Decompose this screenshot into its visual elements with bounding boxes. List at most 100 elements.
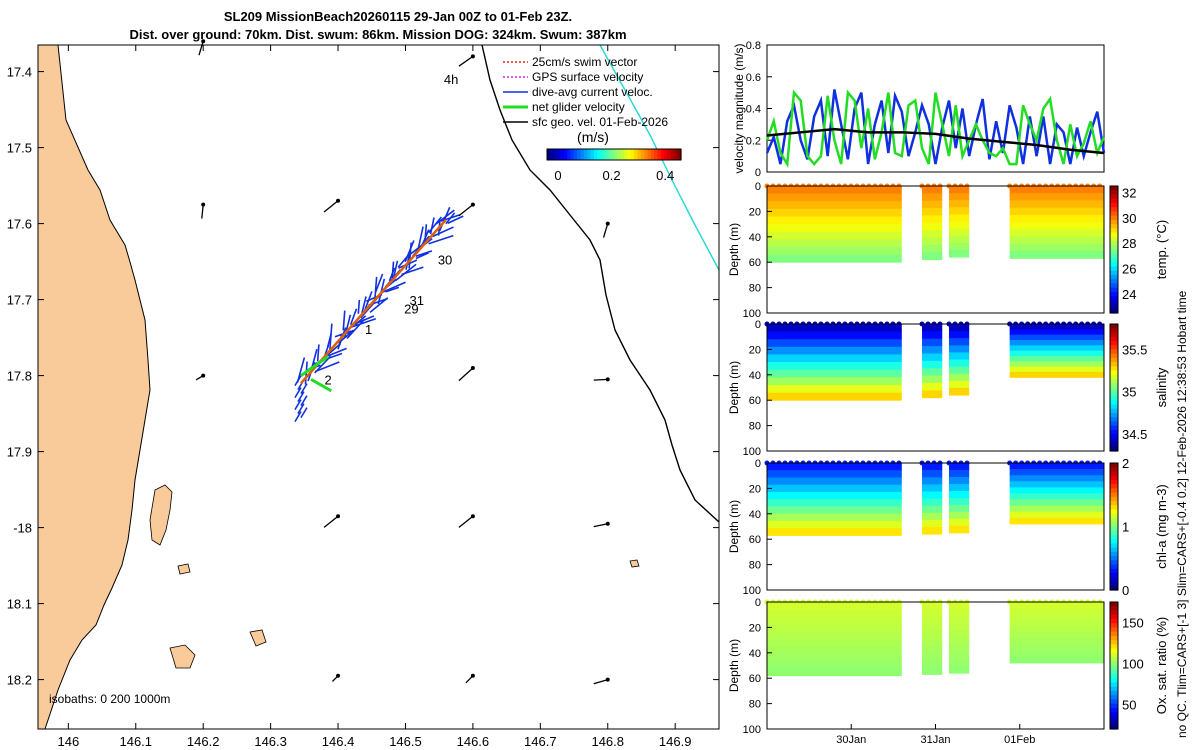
profile-colorbar-segment (1110, 340, 1118, 346)
profile-cell (922, 193, 943, 202)
dive-avg-vector (415, 252, 429, 260)
profile-colorbar-segment (1110, 198, 1118, 204)
profile-colorbar-segment (1110, 434, 1118, 439)
profile-colorbar-segment (1110, 257, 1118, 263)
profile-colorbar-segment (1110, 530, 1118, 536)
profile-cell (922, 252, 943, 261)
profile-colorbar-segment (1110, 202, 1118, 208)
profile-cell (948, 228, 970, 237)
sfc-geo-arrow (198, 41, 204, 56)
legend-label: dive-avg current veloc. (532, 85, 653, 99)
profile-colorbar-segment (1110, 442, 1118, 448)
map-y-tick-label: 17.7 (7, 293, 32, 308)
profile-cell (767, 231, 902, 240)
map-x-tick-label: 146.7 (524, 734, 557, 749)
speed-colorbar: 0 0.2 0.4 (546, 148, 682, 183)
profile-colorbar-segment (1110, 245, 1118, 251)
profile-cell (948, 235, 970, 244)
sfc-geo-arrow-head (605, 221, 610, 226)
dive-avg-vector (361, 296, 367, 314)
profile-x-tick-label: 30Jan (836, 734, 866, 746)
profile-cell (948, 324, 970, 332)
profile-colorbar-segment (1110, 308, 1118, 314)
velocity-series-line (766, 127, 1105, 155)
profile-cell (1009, 656, 1104, 664)
profile-colorbar-segment (1110, 716, 1118, 722)
dive-avg-vector (369, 297, 389, 313)
profile-colorbar-segment (1110, 345, 1118, 350)
profile-y-label: Depth (m) (727, 639, 741, 692)
profile-colorbar-segment (1110, 186, 1118, 191)
dive-avg-vector (294, 375, 302, 387)
profile-colorbar-frame (1109, 462, 1119, 591)
profile-colorbar-segment (1110, 699, 1118, 705)
colorbar-segment (664, 149, 669, 160)
profile-colorbar-segment (1110, 387, 1118, 393)
profile-cell (948, 630, 970, 639)
profile-cell (922, 602, 943, 610)
colorbar-segment (547, 149, 551, 160)
profile-colorbar-segment (1110, 614, 1118, 620)
profile-cell (767, 638, 902, 647)
map-y-tick-label: 17.4 (7, 65, 32, 80)
map-y-ticks: 17.4 17.5 17.6 17.7 17.8 17.9 -18 18.1 18.2 (7, 65, 719, 688)
island (249, 629, 267, 647)
profile-y-tick-label: 100 (743, 308, 761, 320)
profile-colorbar-frame (1109, 601, 1119, 730)
profile-cell (767, 653, 902, 662)
profile-cell (1009, 372, 1104, 378)
profile-cell (922, 623, 943, 632)
profile-y-tick-label: 40 (749, 648, 761, 660)
colorbar-segment (597, 149, 602, 160)
profile-colorbar-segment (1110, 627, 1118, 633)
profile-y-tick-label: 60 (749, 673, 761, 685)
profile-cell (922, 375, 943, 384)
day-label: 4h (444, 72, 458, 87)
profile-cell (767, 392, 902, 401)
map-y-tick-label: 17.5 (7, 141, 32, 156)
profile-colorbar-segment (1110, 412, 1118, 418)
dive-avg-vector (385, 286, 400, 293)
profile-y-label: Depth (m) (727, 500, 741, 553)
profile-cell (767, 668, 902, 677)
velocity-y-tick-label: 0.6 (746, 72, 761, 84)
profile-cell (948, 511, 970, 520)
colorbar-tick-label: 0.2 (603, 168, 621, 183)
colorbar-segment (553, 149, 558, 160)
colorbar-segment (550, 149, 555, 160)
profile-y-tick-label: 40 (749, 232, 761, 244)
profile-colorbar-tick-label: 26 (1122, 262, 1136, 277)
profile-colorbar-label: salinity (1154, 367, 1169, 407)
profile-colorbar-tick-label: 50 (1122, 697, 1136, 712)
dive-avg-vector (300, 395, 308, 407)
sfc-geo-arrow (593, 678, 608, 685)
dive-avg-vector (314, 361, 340, 373)
colorbar-segment (624, 149, 628, 160)
profile-colorbar-frame (1109, 185, 1119, 314)
profile-colorbar-segment (1110, 682, 1118, 688)
colorbar-segment (563, 149, 568, 160)
profile-x-tick-label: 31Jan (921, 734, 951, 746)
profile-cell (1009, 644, 1104, 652)
profile-cell (922, 208, 943, 216)
profile-colorbar-tick-label: 2 (1122, 456, 1129, 471)
profile-cell (948, 242, 970, 251)
profile-colorbar-segment (1110, 463, 1118, 468)
profile-colorbar-segment (1110, 543, 1118, 549)
profile-cell (1009, 350, 1104, 357)
profile-cell (1009, 511, 1104, 519)
profile-colorbar-segment (1110, 241, 1118, 246)
dive-avg-vector (395, 263, 417, 282)
day-label: 29 (404, 301, 418, 316)
profile-colorbar-segment (1110, 253, 1118, 259)
profile-cell (948, 651, 970, 660)
profile-cell (1009, 481, 1104, 488)
profile-colorbar-segment (1110, 703, 1118, 709)
profile-cell (948, 221, 970, 230)
profile-colorbar-segment (1110, 232, 1118, 238)
profile-colorbar-segment (1110, 623, 1118, 628)
day-label: 30 (438, 253, 452, 268)
sfc-geo-arrow (602, 223, 609, 238)
day-label: 2 (325, 373, 332, 388)
profile-cell (767, 239, 902, 248)
